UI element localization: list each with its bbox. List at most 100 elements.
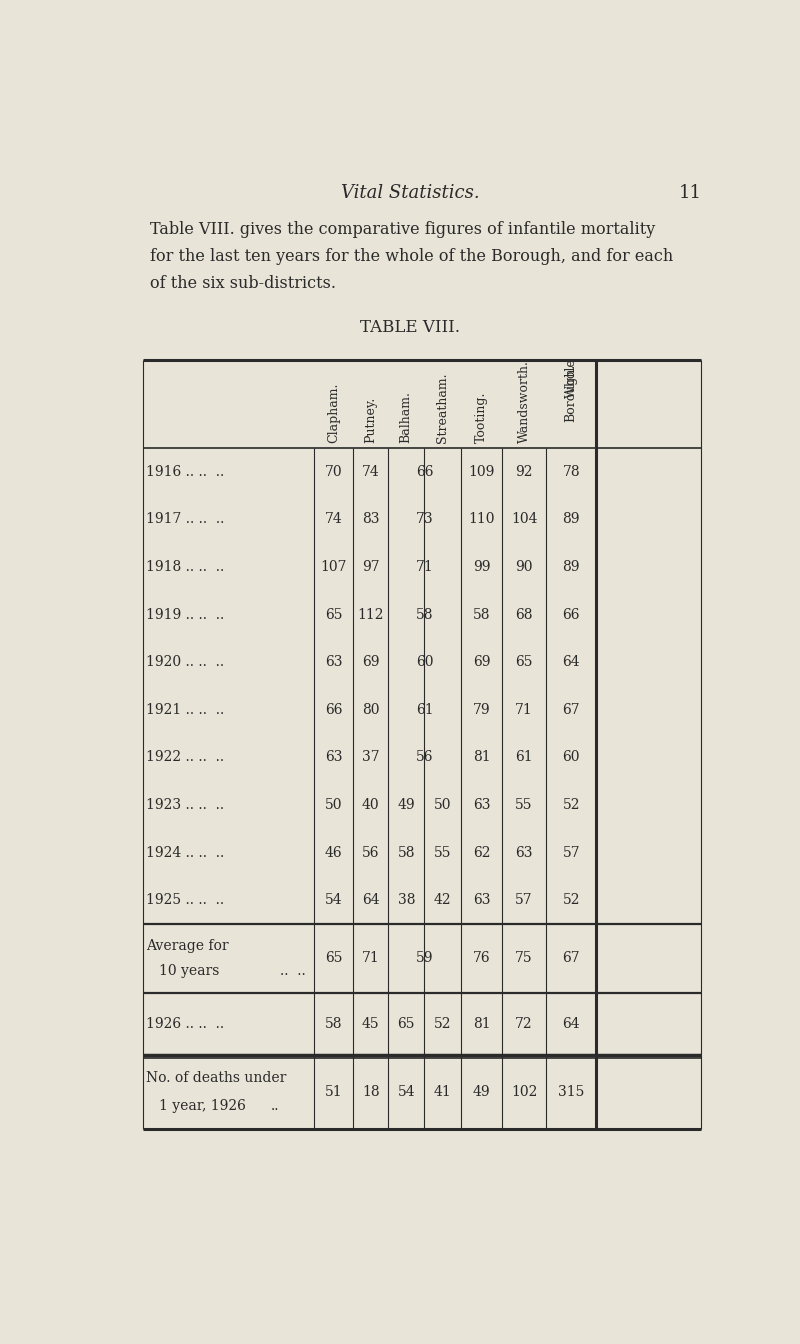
Text: 81: 81 [473,750,490,765]
Text: Vital Statistics.: Vital Statistics. [341,184,479,202]
Text: 46: 46 [325,845,342,860]
Text: 55: 55 [515,798,533,812]
Text: 63: 63 [473,894,490,907]
Text: 64: 64 [562,655,580,669]
Text: 1925 .. ..  ..: 1925 .. .. .. [146,894,225,907]
Text: 80: 80 [362,703,379,716]
Text: 90: 90 [515,560,533,574]
Text: 18: 18 [362,1085,379,1099]
Text: 99: 99 [473,560,490,574]
Text: 11: 11 [678,184,702,202]
Text: 72: 72 [515,1017,533,1031]
Text: 52: 52 [562,798,580,812]
Text: 69: 69 [362,655,379,669]
Text: 70: 70 [325,465,342,478]
Text: 315: 315 [558,1085,584,1099]
Text: 52: 52 [562,894,580,907]
Text: 67: 67 [562,703,580,716]
Text: 40: 40 [362,798,379,812]
Text: 92: 92 [515,465,533,478]
Text: 89: 89 [562,512,580,527]
Text: TABLE VIII.: TABLE VIII. [360,319,460,336]
Text: 52: 52 [434,1017,452,1031]
Text: Table VIII. gives the comparative figures of infantile mortality: Table VIII. gives the comparative figure… [150,222,655,238]
Text: 37: 37 [362,750,379,765]
Text: No. of deaths under: No. of deaths under [146,1071,287,1085]
Text: 58: 58 [473,607,490,621]
Text: 38: 38 [398,894,415,907]
Text: 67: 67 [562,952,580,965]
Text: 83: 83 [362,512,379,527]
Text: 60: 60 [562,750,580,765]
Text: 1920 .. ..  ..: 1920 .. .. .. [146,655,225,669]
Text: of the six sub-districts.: of the six sub-districts. [150,276,336,292]
Text: 42: 42 [434,894,452,907]
Text: 58: 58 [416,607,434,621]
Text: 71: 71 [362,952,379,965]
Text: 49: 49 [398,798,415,812]
Text: 65: 65 [325,607,342,621]
Text: 65: 65 [398,1017,415,1031]
Text: Putney.: Putney. [364,396,377,442]
Text: 1 year, 1926: 1 year, 1926 [159,1099,246,1113]
Text: 63: 63 [325,750,342,765]
Text: 68: 68 [515,607,533,621]
Text: 102: 102 [511,1085,538,1099]
Text: 57: 57 [515,894,533,907]
Text: 1926 .. ..  ..: 1926 .. .. .. [146,1017,225,1031]
Text: 74: 74 [325,512,342,527]
Text: 81: 81 [473,1017,490,1031]
Text: 50: 50 [325,798,342,812]
Text: 73: 73 [416,512,434,527]
Text: 62: 62 [473,845,490,860]
Text: 63: 63 [473,798,490,812]
Text: 69: 69 [473,655,490,669]
Text: 50: 50 [434,798,452,812]
Text: 58: 58 [325,1017,342,1031]
Text: 66: 66 [416,465,434,478]
Text: Average for: Average for [146,938,229,953]
Text: 71: 71 [515,703,533,716]
Text: 89: 89 [562,560,580,574]
Text: ..: .. [270,1099,279,1113]
Text: 1922 .. ..  ..: 1922 .. .. .. [146,750,225,765]
Text: 112: 112 [358,607,384,621]
Text: 1916 .. ..  ..: 1916 .. .. .. [146,465,225,478]
Text: 109: 109 [469,465,494,478]
Text: Balham.: Balham. [400,391,413,442]
Text: 71: 71 [416,560,434,574]
Text: 56: 56 [416,750,434,765]
Text: Wandsworth.: Wandsworth. [518,360,530,442]
Text: 59: 59 [416,952,434,965]
Text: Tooting.: Tooting. [475,391,488,442]
Text: 64: 64 [562,1017,580,1031]
Text: 54: 54 [325,894,342,907]
Text: 1918 .. ..  ..: 1918 .. .. .. [146,560,225,574]
Text: ..  ..: .. .. [280,965,306,978]
Text: 104: 104 [511,512,538,527]
Text: 1923 .. ..  ..: 1923 .. .. .. [146,798,225,812]
Text: 51: 51 [325,1085,342,1099]
Text: 45: 45 [362,1017,379,1031]
Text: Whole: Whole [565,358,578,398]
Text: 75: 75 [515,952,533,965]
Text: 63: 63 [325,655,342,669]
Text: Streatham.: Streatham. [436,372,450,442]
Text: 56: 56 [362,845,379,860]
Text: 41: 41 [434,1085,452,1099]
Text: 79: 79 [473,703,490,716]
Text: 65: 65 [515,655,533,669]
Text: 1924 .. ..  ..: 1924 .. .. .. [146,845,225,860]
Text: 54: 54 [398,1085,415,1099]
Text: 60: 60 [416,655,434,669]
Text: 97: 97 [362,560,379,574]
Text: 66: 66 [325,703,342,716]
Text: 61: 61 [515,750,533,765]
Text: 10 years: 10 years [159,965,219,978]
Text: 64: 64 [362,894,379,907]
Text: 65: 65 [325,952,342,965]
Text: 74: 74 [362,465,379,478]
Text: 61: 61 [416,703,434,716]
Text: 78: 78 [562,465,580,478]
Text: 55: 55 [434,845,452,860]
